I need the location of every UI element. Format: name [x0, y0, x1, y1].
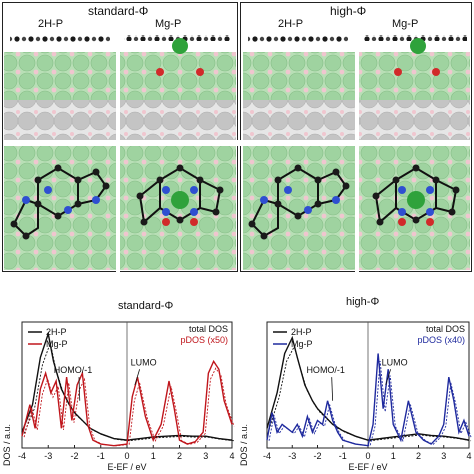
homo-annotation: HOMO/-1: [54, 365, 93, 375]
x-tick-label: -4: [18, 451, 26, 461]
pdos-label: pDOS (x40): [417, 335, 465, 345]
standard-phi-title: standard-Φ: [88, 4, 149, 18]
x-tick-label: 4: [466, 451, 471, 461]
y-axis-label: DOS / a.u.: [239, 424, 249, 466]
side-views: [4, 30, 470, 142]
x-tick-label: -3: [288, 451, 296, 461]
x-axis-label: E-EF / eV: [348, 462, 387, 472]
lumo-annotation: LUMO: [131, 357, 157, 367]
lumo-annotation: LUMO: [382, 357, 408, 367]
y-axis-label: DOS / a.u.: [2, 424, 12, 466]
legend-entry: 2H-P: [46, 327, 67, 337]
total-dos-label: total DOS: [189, 324, 228, 334]
x-tick-label: -2: [313, 451, 321, 461]
x-tick-label: 1: [151, 451, 156, 461]
x-tick-label: 4: [229, 451, 234, 461]
lumo-pointer: [134, 369, 141, 386]
series-line-2h-p: [266, 335, 470, 441]
x-axis-label: E-EF / eV: [107, 462, 146, 472]
high-phi-title: high-Φ: [330, 4, 367, 18]
legend-entry: Mg-P: [46, 339, 68, 349]
x-tick-label: -3: [44, 451, 52, 461]
dos-chart-standard: -4 -3 -2 -1 0 1 2 3 4 E-EF / eV DOS / a.u. 2H-P Mg-P…: [2, 321, 235, 472]
top-views: [4, 146, 470, 270]
column-label-2hp-high: 2H-P: [278, 18, 304, 30]
x-tick-label: 0: [124, 451, 129, 461]
column-label-2hp-standard: 2H-P: [38, 18, 64, 30]
x-tick-label: 3: [203, 451, 208, 461]
legend-entry: 2H-P: [291, 327, 312, 337]
x-tick-label: -4: [263, 451, 271, 461]
homo-pointer: [331, 377, 334, 401]
series-line-dotted: [23, 341, 235, 442]
series-line-dotted: [23, 367, 235, 447]
series-line-mg-p: [21, 359, 233, 447]
x-tick-label: -1: [97, 451, 105, 461]
legend-entry: Mg-P: [291, 339, 313, 349]
structure-images: [4, 30, 470, 272]
total-dos-label: total DOS: [426, 324, 465, 334]
chart-title-high: high-Φ: [346, 296, 380, 308]
x-tick-label: 2: [416, 451, 421, 461]
column-label-mgp-high: Mg-P: [392, 18, 419, 30]
x-tick-label: 3: [441, 451, 446, 461]
series-line-dotted: [268, 345, 472, 442]
lumo-pointer: [385, 369, 392, 386]
x-tick-label: -2: [70, 451, 78, 461]
x-tick-label: 1: [391, 451, 396, 461]
x-tick-label: 2: [177, 451, 182, 461]
homo-pointer: [78, 377, 81, 401]
x-tick-label: 0: [365, 451, 370, 461]
series-line-dotted: [268, 361, 472, 447]
dos-chart-high: -4 -3 -2 -1 0 1 2 3 4 E-EF / eV DOS / a.u. 2H-P Mg-P…: [239, 321, 472, 472]
pdos-label: pDOS (x50): [180, 335, 228, 345]
column-label-mgp-standard: Mg-P: [155, 18, 182, 30]
chart-title-standard: standard-Φ: [118, 300, 174, 312]
x-tick-label: -1: [339, 451, 347, 461]
homo-annotation: HOMO/-1: [306, 365, 345, 375]
